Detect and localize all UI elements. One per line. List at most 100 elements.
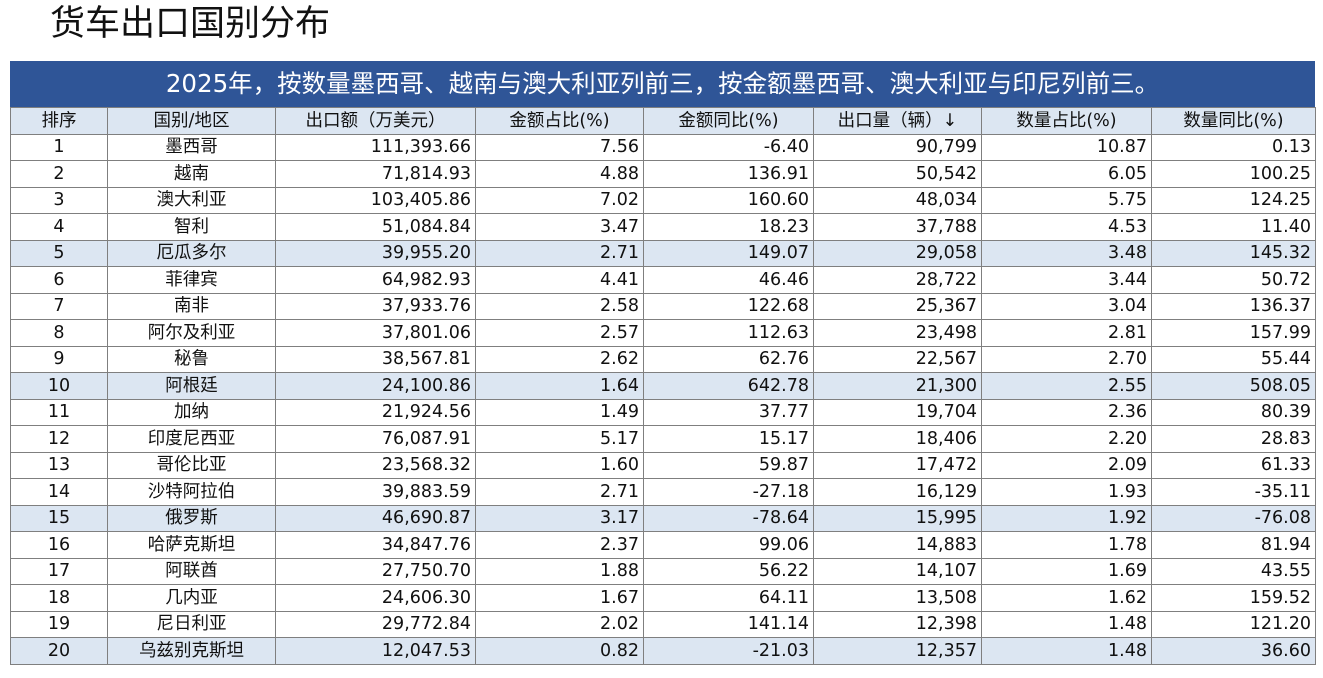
- volume-share-cell: 2.20: [981, 425, 1152, 453]
- table-row[interactable]: 13 哥伦比亚 23,568.32 1.60 59.87 17,472 2.09 61.33: [10, 451, 1316, 479]
- export-value-cell: 24,606.30: [275, 584, 476, 612]
- table-row[interactable]: 18 几内亚 24,606.30 1.67 64.11 13,508 1.62 159.52: [10, 584, 1316, 612]
- header-rank[interactable]: 排序: [10, 107, 108, 135]
- value-share-cell: 7.56: [475, 133, 644, 161]
- export-value-cell: 23,568.32: [275, 451, 476, 479]
- header-volume-yoy[interactable]: 数量同比(%): [1151, 107, 1316, 135]
- export-value-cell: 103,405.86: [275, 186, 476, 214]
- volume-share-cell: 1.48: [981, 637, 1152, 665]
- header-value-share[interactable]: 金额占比(%): [475, 107, 644, 135]
- country-cell: 阿尔及利亚: [107, 319, 276, 347]
- country-cell: 厄瓜多尔: [107, 239, 276, 267]
- table-row[interactable]: 2 越南 71,814.93 4.88 136.91 50,542 6.05 100.25: [10, 160, 1316, 188]
- country-cell: 沙特阿拉伯: [107, 478, 276, 506]
- country-cell: 澳大利亚: [107, 186, 276, 214]
- table-row[interactable]: 1 墨西哥 111,393.66 7.56 -6.40 90,799 10.87 0.13: [10, 133, 1316, 161]
- value-share-cell: 7.02: [475, 186, 644, 214]
- export-value-cell: 39,883.59: [275, 478, 476, 506]
- table-row[interactable]: 5 厄瓜多尔 39,955.20 2.71 149.07 29,058 3.48 145.32: [10, 239, 1316, 267]
- table-row[interactable]: 14 沙特阿拉伯 39,883.59 2.71 -27.18 16,129 1.93 -35.…: [10, 478, 1316, 506]
- value-yoy-cell: 160.60: [643, 186, 814, 214]
- value-yoy-cell: 64.11: [643, 584, 814, 612]
- rank-cell: 20: [10, 637, 108, 665]
- table-row[interactable]: 10 阿根廷 24,100.86 1.64 642.78 21,300 2.55 508.05: [10, 372, 1316, 400]
- volume-share-cell: 2.09: [981, 451, 1152, 479]
- rank-cell: 14: [10, 478, 108, 506]
- rank-cell: 17: [10, 557, 108, 585]
- country-cell: 秘鲁: [107, 345, 276, 373]
- value-share-cell: 3.47: [475, 213, 644, 241]
- export-table: 排序 国别/地区 出口额（万美元） 金额占比(%) 金额同比(%) 出口量（辆）…: [10, 107, 1316, 665]
- export-volume-cell: 13,508: [813, 584, 982, 612]
- volume-share-cell: 2.55: [981, 372, 1152, 400]
- volume-yoy-cell: 145.32: [1151, 239, 1316, 267]
- volume-yoy-cell: 36.60: [1151, 637, 1316, 665]
- export-volume-cell: 23,498: [813, 319, 982, 347]
- volume-yoy-cell: 157.99: [1151, 319, 1316, 347]
- export-value-cell: 51,084.84: [275, 213, 476, 241]
- table-row[interactable]: 6 菲律宾 64,982.93 4.41 46.46 28,722 3.44 50.72: [10, 266, 1316, 294]
- value-share-cell: 2.58: [475, 292, 644, 320]
- value-yoy-cell: -21.03: [643, 637, 814, 665]
- rank-cell: 6: [10, 266, 108, 294]
- table-row[interactable]: 9 秘鲁 38,567.81 2.62 62.76 22,567 2.70 55.44: [10, 345, 1316, 373]
- country-cell: 乌兹别克斯坦: [107, 637, 276, 665]
- export-volume-cell: 48,034: [813, 186, 982, 214]
- header-country[interactable]: 国别/地区: [107, 107, 276, 135]
- rank-cell: 3: [10, 186, 108, 214]
- rank-cell: 1: [10, 133, 108, 161]
- header-export-value[interactable]: 出口额（万美元）: [275, 107, 476, 135]
- export-volume-cell: 25,367: [813, 292, 982, 320]
- table-row[interactable]: 11 加纳 21,924.56 1.49 37.77 19,704 2.36 80.39: [10, 398, 1316, 426]
- value-yoy-cell: 112.63: [643, 319, 814, 347]
- header-volume-share[interactable]: 数量占比(%): [981, 107, 1152, 135]
- value-yoy-cell: 62.76: [643, 345, 814, 373]
- volume-share-cell: 2.81: [981, 319, 1152, 347]
- value-yoy-cell: -6.40: [643, 133, 814, 161]
- value-share-cell: 3.17: [475, 504, 644, 532]
- volume-yoy-cell: -35.11: [1151, 478, 1316, 506]
- table-row[interactable]: 20 乌兹别克斯坦 12,047.53 0.82 -21.03 12,357 1.48 36.…: [10, 637, 1316, 665]
- value-yoy-cell: 59.87: [643, 451, 814, 479]
- value-share-cell: 2.71: [475, 239, 644, 267]
- volume-yoy-cell: 159.52: [1151, 584, 1316, 612]
- export-value-cell: 39,955.20: [275, 239, 476, 267]
- export-value-cell: 12,047.53: [275, 637, 476, 665]
- header-export-volume-sorted[interactable]: 出口量（辆）↓: [813, 107, 982, 135]
- country-cell: 哥伦比亚: [107, 451, 276, 479]
- export-value-cell: 37,801.06: [275, 319, 476, 347]
- country-cell: 菲律宾: [107, 266, 276, 294]
- volume-yoy-cell: 55.44: [1151, 345, 1316, 373]
- table-row[interactable]: 8 阿尔及利亚 37,801.06 2.57 112.63 23,498 2.81 157.9…: [10, 319, 1316, 347]
- header-value-yoy[interactable]: 金额同比(%): [643, 107, 814, 135]
- value-share-cell: 1.88: [475, 557, 644, 585]
- page-title: 货车出口国别分布: [50, 4, 331, 44]
- value-share-cell: 2.57: [475, 319, 644, 347]
- rank-cell: 8: [10, 319, 108, 347]
- value-share-cell: 2.37: [475, 531, 644, 559]
- export-volume-cell: 29,058: [813, 239, 982, 267]
- volume-share-cell: 1.93: [981, 478, 1152, 506]
- volume-share-cell: 10.87: [981, 133, 1152, 161]
- volume-share-cell: 2.70: [981, 345, 1152, 373]
- table-row[interactable]: 19 尼日利亚 29,772.84 2.02 141.14 12,398 1.48 121.2…: [10, 610, 1316, 638]
- volume-yoy-cell: 28.83: [1151, 425, 1316, 453]
- table-row[interactable]: 12 印度尼西亚 76,087.91 5.17 15.17 18,406 2.20 28.83: [10, 425, 1316, 453]
- table-row[interactable]: 17 阿联酋 27,750.70 1.88 56.22 14,107 1.69 43.55: [10, 557, 1316, 585]
- value-share-cell: 1.49: [475, 398, 644, 426]
- table-row[interactable]: 7 南非 37,933.76 2.58 122.68 25,367 3.04 136.37: [10, 292, 1316, 320]
- value-share-cell: 5.17: [475, 425, 644, 453]
- value-yoy-cell: 15.17: [643, 425, 814, 453]
- export-volume-cell: 28,722: [813, 266, 982, 294]
- value-yoy-cell: 46.46: [643, 266, 814, 294]
- value-yoy-cell: 136.91: [643, 160, 814, 188]
- table-row[interactable]: 3 澳大利亚 103,405.86 7.02 160.60 48,034 5.75 124.2…: [10, 186, 1316, 214]
- table-row[interactable]: 4 智利 51,084.84 3.47 18.23 37,788 4.53 11.40: [10, 213, 1316, 241]
- value-share-cell: 1.60: [475, 451, 644, 479]
- table-row[interactable]: 16 哈萨克斯坦 34,847.76 2.37 99.06 14,883 1.78 81.94: [10, 531, 1316, 559]
- export-volume-cell: 14,107: [813, 557, 982, 585]
- rank-cell: 18: [10, 584, 108, 612]
- value-yoy-cell: 56.22: [643, 557, 814, 585]
- country-cell: 哈萨克斯坦: [107, 531, 276, 559]
- table-row[interactable]: 15 俄罗斯 46,690.87 3.17 -78.64 15,995 1.92 -76.08: [10, 504, 1316, 532]
